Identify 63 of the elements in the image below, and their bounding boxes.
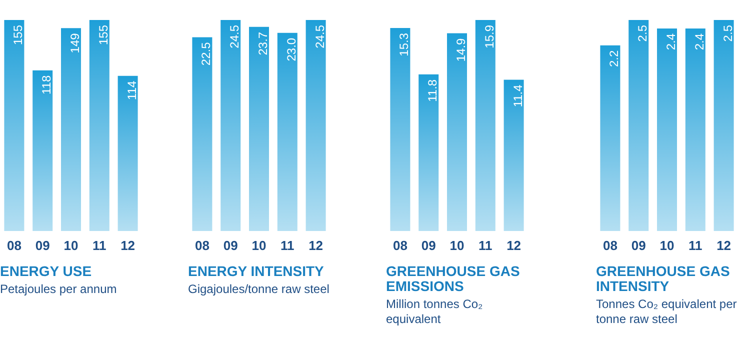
bar xyxy=(61,28,81,231)
text: Gigajoules/tonne raw steel xyxy=(188,282,330,297)
bar xyxy=(390,28,410,231)
data-label: 118 xyxy=(40,75,54,95)
x-tick-label: 09 xyxy=(631,238,646,253)
x-tick-label: 12 xyxy=(716,238,732,253)
text: Million tonnes Co₂ equivalent xyxy=(386,297,484,327)
data-label: 11.8 xyxy=(426,79,440,102)
bar xyxy=(447,33,467,231)
data-label: 149 xyxy=(68,32,82,54)
x-tick-label: 10 xyxy=(450,238,464,253)
x-tick-label: 08 xyxy=(6,238,22,253)
x-tick-label: 08 xyxy=(194,238,210,253)
bar xyxy=(4,20,24,231)
bar xyxy=(249,26,269,231)
x-tick-label: 09 xyxy=(35,238,50,253)
data-label: 23.7 xyxy=(256,32,270,56)
bar xyxy=(192,37,212,231)
x-tick-label: 12 xyxy=(120,238,136,253)
text: GREENHOUSE GAS INTENSITY xyxy=(596,263,731,294)
data-label: 11.4 xyxy=(510,84,525,108)
bar xyxy=(277,32,298,231)
x-tick-label: 11 xyxy=(92,238,106,253)
text: GREENHOUSE GAS EMISSIONS xyxy=(386,263,521,294)
bar xyxy=(418,74,439,231)
data-label: 2.4 xyxy=(664,33,678,50)
data-label: 24.5 xyxy=(312,24,327,48)
data-label: 24.5 xyxy=(228,24,242,48)
x-tick-label: 10 xyxy=(64,238,78,253)
data-label: 23.0 xyxy=(284,38,298,62)
data-label: 15.3 xyxy=(397,32,412,56)
text: Tonnes Co₂ equivalent per tonne raw steel xyxy=(596,297,738,327)
data-label: 114 xyxy=(124,80,139,100)
text: Petajoules per annum xyxy=(0,282,118,297)
x-tick-label: 11 xyxy=(688,238,702,253)
x-tick-label: 08 xyxy=(602,238,618,253)
x-tick-label: 09 xyxy=(223,238,238,253)
text: ENERGY INTENSITY xyxy=(188,263,325,279)
x-tick-label: 11 xyxy=(280,238,294,253)
x-tick-label: 12 xyxy=(308,238,324,253)
x-tick-label: 10 xyxy=(660,238,674,253)
data-label: 2.5 xyxy=(636,24,650,42)
data-label: 155 xyxy=(11,24,26,46)
bar xyxy=(504,80,524,231)
x-tick-label: 12 xyxy=(506,238,522,253)
bar xyxy=(32,70,53,231)
data-label: 22.5 xyxy=(199,42,214,66)
data-label: 14.9 xyxy=(454,38,468,62)
x-tick-label: 09 xyxy=(421,238,436,253)
x-tick-label: 10 xyxy=(252,238,266,253)
data-label: 155 xyxy=(96,24,110,46)
data-label: 2.4 xyxy=(692,33,706,50)
text: ENERGY USE xyxy=(0,263,93,279)
bar xyxy=(220,20,241,231)
bar xyxy=(89,20,110,231)
bar xyxy=(118,76,138,231)
x-tick-label: 08 xyxy=(392,238,408,253)
data-label: 2.5 xyxy=(720,24,735,42)
bar xyxy=(306,20,326,231)
x-tick-label: 11 xyxy=(478,238,492,253)
data-label: 15.9 xyxy=(482,24,496,48)
data-label: 2.2 xyxy=(607,50,622,68)
bar xyxy=(475,20,496,231)
